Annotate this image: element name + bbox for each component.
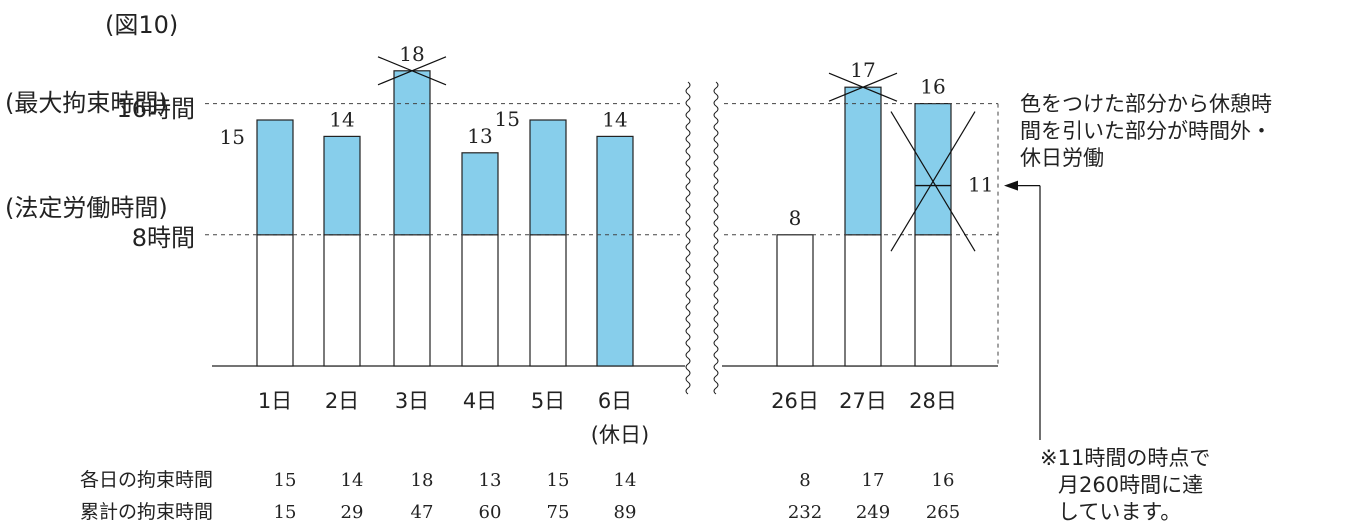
annotation-value-label: 11 <box>968 173 993 197</box>
table-row2-label: 累計の拘束時間 <box>80 501 213 523</box>
table-row1-value-4日: 13 <box>479 470 502 491</box>
axis-break-line-1 <box>685 81 691 395</box>
value-label-5日: 15 <box>495 107 520 131</box>
bar-overtime-28日 <box>914 102 952 236</box>
table-row2-value-6日: 89 <box>614 502 637 523</box>
value-label-4日: 13 <box>467 124 492 148</box>
bar-overtime-4日 <box>461 152 499 236</box>
cross-line-b-28日 <box>890 111 976 252</box>
table-row2-value-3日: 47 <box>411 502 434 523</box>
category-label-26日: 26日 <box>771 389 819 413</box>
category-label-27日: 27日 <box>839 389 887 413</box>
value-label-1日: 15 <box>220 125 245 149</box>
table-row1-value-2日: 14 <box>341 470 364 491</box>
table-row1-value-26日: 8 <box>799 470 810 491</box>
bar-overtime-2日 <box>323 135 361 236</box>
bar-base-3日 <box>393 234 431 367</box>
table-row1-value-5日: 15 <box>547 470 570 491</box>
legal-hours-value-label: 8時間 <box>132 224 195 252</box>
table-row1-label: 各日の拘束時間 <box>80 469 213 491</box>
annotation-arrowhead <box>1004 180 1018 191</box>
bar-overtime-3日 <box>393 70 431 236</box>
table-row1-value-27日: 17 <box>862 470 885 491</box>
bar-6日 <box>596 135 634 367</box>
category-label-6日: 6日 <box>598 389 632 413</box>
bar-overtime-27日 <box>844 86 882 236</box>
note-bottom-line1: ※11時間の時点で <box>1040 446 1210 470</box>
category-label-2日: 2日 <box>325 389 359 413</box>
bar-overtime-1日 <box>256 119 294 236</box>
bar-base-5日 <box>529 234 567 367</box>
axis-break-line-2 <box>713 81 719 395</box>
table-row2-value-27日: 249 <box>856 502 890 523</box>
cross-line-b-27日 <box>828 72 898 102</box>
table-row2-value-2日: 29 <box>341 502 364 523</box>
value-label-27日: 17 <box>850 58 875 82</box>
note-bottom-line2: 月260時間に達 <box>1058 473 1203 497</box>
category-label-5日: 5日 <box>531 389 565 413</box>
table-row2-value-28日: 265 <box>926 502 960 523</box>
bar-base-28日 <box>914 234 952 367</box>
value-label-6日: 14 <box>602 107 627 131</box>
bar-base-26日 <box>776 234 814 367</box>
table-row1-value-6日: 14 <box>614 470 637 491</box>
legal-hours-label: (法定労働時間) <box>5 194 168 222</box>
value-label-2日: 14 <box>329 107 354 131</box>
category-label-1日: 1日 <box>258 389 292 413</box>
category-label-4日: 4日 <box>463 389 497 413</box>
value-label-28日: 16 <box>920 75 945 99</box>
table-row2-value-4日: 60 <box>479 502 502 523</box>
category-label-3日: 3日 <box>395 389 429 413</box>
cross-line-b-3日 <box>377 56 447 86</box>
note-right-line2: 間を引いた部分が時間外・ <box>1020 119 1272 143</box>
table-row2-value-26日: 232 <box>788 502 822 523</box>
table-row2-value-1日: 15 <box>274 502 297 523</box>
max-hours-label: (最大拘束時間) <box>5 89 168 117</box>
bar-base-27日 <box>844 234 882 367</box>
value-label-3日: 18 <box>399 42 424 66</box>
holiday-note: (休日) <box>591 423 649 447</box>
value-label-26日: 8 <box>789 206 802 230</box>
bar-overtime-5日 <box>529 119 567 236</box>
note-right-line3: 休日労働 <box>1020 146 1104 170</box>
bar-base-2日 <box>323 234 361 367</box>
max-hours-value-label: 16時間 <box>116 95 195 123</box>
bar-base-4日 <box>461 234 499 367</box>
table-row2-value-5日: 75 <box>547 502 570 523</box>
table-row1-value-28日: 16 <box>932 470 955 491</box>
note-right-line1: 色をつけた部分から休憩時 <box>1020 92 1272 116</box>
category-label-28日: 28日 <box>909 389 957 413</box>
figure-label: (図10) <box>105 11 178 39</box>
table-row1-value-3日: 18 <box>411 470 434 491</box>
note-bottom-line3: しています。 <box>1058 500 1181 524</box>
table-row1-value-1日: 15 <box>274 470 297 491</box>
bar-base-1日 <box>256 234 294 367</box>
